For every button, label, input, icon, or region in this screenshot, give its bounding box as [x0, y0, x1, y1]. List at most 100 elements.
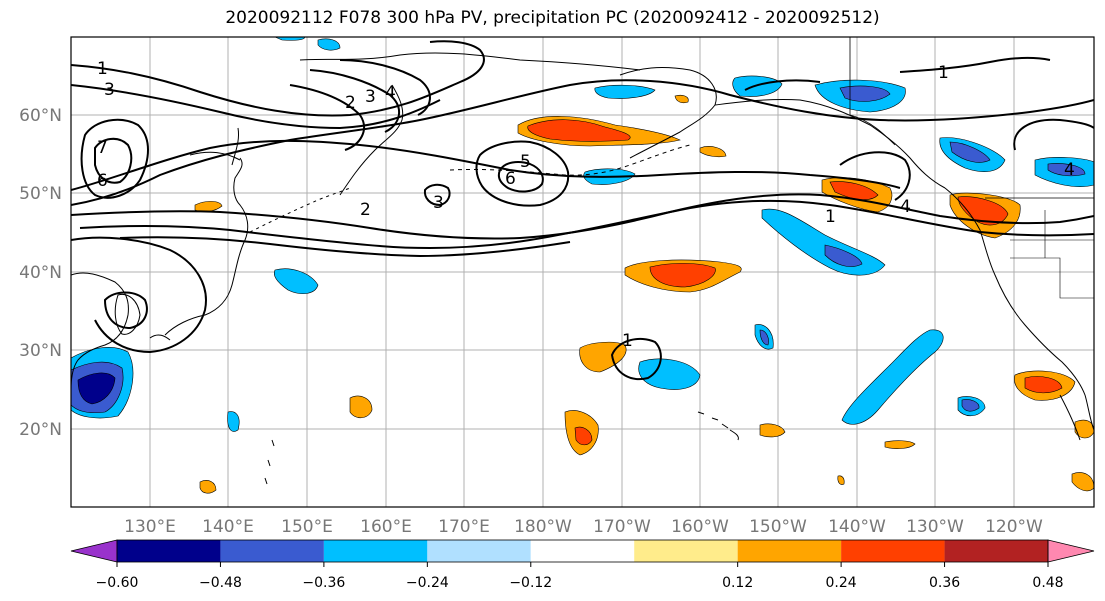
- longitude-label: 150°W: [749, 517, 807, 537]
- precip-positive-patch: [837, 475, 845, 485]
- colorbar-segment: [737, 540, 842, 562]
- precip-positive-patch: [884, 440, 916, 449]
- latitude-label: 50°N: [19, 184, 62, 204]
- longitude-label: 160°W: [671, 517, 729, 537]
- mariana-islands: [264, 439, 275, 485]
- pv-contour: [119, 236, 571, 258]
- precip-negative-core: [759, 329, 769, 346]
- precip-negative-patch: [317, 38, 341, 51]
- pv-contour: [94, 137, 133, 184]
- precip-negative-patch: [273, 268, 319, 294]
- pv-contour-label: 7: [97, 138, 108, 158]
- pv-contour: [71, 79, 1094, 206]
- pv-contour-label: 1: [825, 207, 836, 227]
- precip-positive-core: [1024, 376, 1063, 394]
- pv-contour-labels: 1 3 2 3 4 7 6 5 6 3 2 1 1 4 1 4: [97, 59, 1075, 351]
- longitude-label: 130°E: [124, 517, 176, 537]
- precip-negative-patch: [732, 75, 783, 97]
- colorbar-segment: [634, 540, 738, 562]
- pv-contour: [1013, 118, 1094, 151]
- precip-positive-core: [574, 426, 593, 446]
- pv-contour-label: 3: [104, 80, 115, 100]
- precip-positive-patch: [699, 146, 727, 158]
- longitude-label: 170°E: [438, 517, 490, 537]
- precip-positive-patch: [674, 94, 689, 104]
- baja-coast: [1059, 394, 1081, 441]
- hawaii-islands: [697, 411, 739, 441]
- precip-negative-patch: [841, 329, 944, 425]
- colorbar-tick-labels: −0.60 −0.48 −0.36 −0.24 −0.12 0.12 0.24 0.36 0.4…: [96, 562, 1064, 591]
- pv-contour-label: 6: [97, 171, 108, 191]
- kamchatka-coast: [339, 84, 404, 196]
- pv-contour: [839, 151, 911, 201]
- pv-contour: [79, 199, 1094, 249]
- pv-contour: [423, 183, 451, 207]
- colorbar-tick-label: −0.12: [509, 575, 552, 591]
- longitude-label: 170°W: [593, 517, 651, 537]
- pv-contour-label: 4: [1064, 160, 1075, 180]
- colorbar: [70, 539, 1095, 563]
- pv-contour: [339, 59, 431, 116]
- map-title: 2020092112 F078 300 hPa PV, precipitatio…: [225, 8, 880, 28]
- latitude-label: 30°N: [19, 341, 62, 361]
- precip-positive-core: [957, 196, 1009, 226]
- korea-coast: [114, 293, 141, 335]
- precip-negative-core: [839, 85, 891, 102]
- sakhalin-coast: [231, 127, 239, 166]
- kuril-chain: [249, 187, 351, 233]
- precip-negative-deep: [77, 372, 116, 405]
- pv-contour-label: 1: [97, 59, 108, 79]
- asia-coast: [71, 272, 129, 391]
- precip-negative-patch: [594, 84, 656, 99]
- colorbar-tick-label: −0.36: [302, 575, 345, 591]
- japan-coast: [164, 157, 249, 336]
- pv-contour: [71, 139, 901, 191]
- pv-contour: [475, 140, 570, 207]
- pv-contour-label: 6: [505, 169, 516, 189]
- precip-negative-patch: [227, 411, 240, 432]
- colorbar-extend-high: [1047, 539, 1095, 563]
- pv-contour: [71, 84, 441, 130]
- na-west-coast: [944, 187, 1094, 431]
- precip-positive-patch: [199, 480, 217, 494]
- pv-contour: [103, 291, 148, 330]
- precip-positive-patch: [759, 423, 786, 438]
- colorbar-tick-label: −0.48: [199, 575, 242, 591]
- colorbar-segment: [530, 540, 635, 562]
- latitude-label: 20°N: [19, 420, 62, 440]
- colorbar-segment: [117, 540, 221, 562]
- precip-positive-shading: [194, 94, 1094, 494]
- map-frame: [70, 36, 1095, 508]
- pv-contour-label: 2: [360, 200, 371, 220]
- longitude-label: 140°E: [202, 517, 254, 537]
- precip-positive-core: [829, 181, 879, 200]
- pv-contour-label: 1: [622, 331, 633, 351]
- pv-contour-label: 3: [433, 193, 444, 213]
- pv-contour-label: 2: [345, 93, 356, 113]
- longitude-label: 140°W: [828, 517, 886, 537]
- colorbar-outline: [116, 539, 1049, 563]
- pv-contour-label: 5: [520, 152, 531, 172]
- longitude-label: 150°E: [281, 517, 333, 537]
- alaska-canada-border: [849, 37, 896, 146]
- pv-contour: [71, 236, 207, 354]
- colorbar-segment: [841, 540, 945, 562]
- pv-contours: [71, 40, 1094, 380]
- colorbar-segment: [220, 540, 324, 562]
- alaska-coast: [619, 67, 946, 189]
- longitude-labels: 130°E 140°E 150°E 160°E 170°E 180°W 170°W 160°W…: [124, 517, 1043, 537]
- longitude-label: 120°W: [985, 517, 1043, 537]
- colorbar-tick-label: 0.12: [722, 575, 753, 591]
- japan-coast: [149, 334, 171, 341]
- pv-contour-label: 4: [385, 83, 396, 103]
- pv-contour-label: 1: [938, 63, 949, 83]
- pv-contour: [309, 69, 400, 133]
- pv-contour: [71, 193, 1094, 240]
- precip-positive-patch: [349, 395, 373, 419]
- precip-positive-core: [649, 263, 716, 288]
- colorbar-segment: [427, 540, 531, 562]
- pv-contour: [497, 161, 544, 193]
- colorbar-tick-label: 0.24: [826, 575, 857, 591]
- colorbar-tick-label: 0.36: [929, 575, 960, 591]
